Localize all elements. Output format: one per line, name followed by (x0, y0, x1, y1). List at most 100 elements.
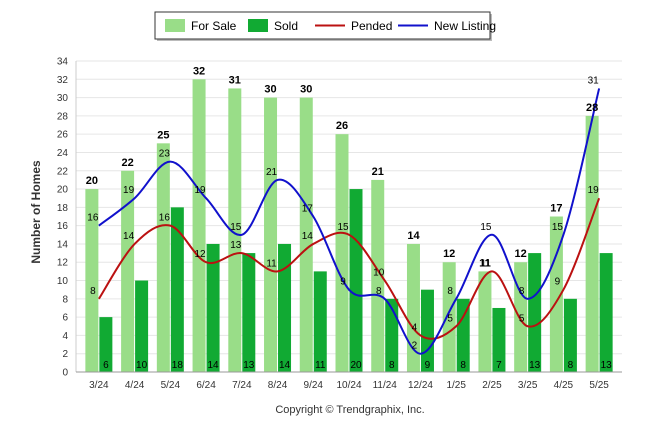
for-sale-data-label: 21 (372, 166, 384, 178)
sold-data-label: 13 (529, 360, 541, 371)
new-listing-line (98, 88, 601, 355)
x-tick-label: 4/25 (554, 380, 574, 391)
x-tick-label: 4/24 (125, 380, 145, 391)
for-sale-data-label: 32 (193, 65, 205, 77)
for-sale-data-label: 28 (586, 102, 598, 114)
sold-data-label: 13 (601, 360, 613, 371)
pended-data-label: 11 (266, 258, 277, 269)
legend-label-sold: Sold (274, 19, 298, 33)
sold-bar-12-24 (420, 289, 434, 372)
pended-data-label: 5 (447, 313, 453, 324)
for-sale-bar-12-24 (406, 243, 420, 372)
new-listing-data-label: 19 (123, 185, 135, 196)
sold-data-label: 8 (389, 360, 395, 371)
pended-data-label: 13 (230, 240, 242, 251)
y-tick-label: 12 (57, 258, 69, 269)
for-sale-bar-10-24 (335, 134, 349, 372)
y-tick-label: 8 (62, 294, 68, 305)
legend-swatch-for-sale (165, 19, 185, 32)
sold-data-label: 13 (243, 360, 255, 371)
sold-bar-11-24 (385, 298, 399, 372)
sold-data-label: 8 (568, 360, 574, 371)
for-sale-data-label: 30 (300, 84, 312, 96)
sold-data-label: 10 (136, 360, 148, 371)
sold-data-label: 14 (208, 360, 220, 371)
x-tick-label: 10/24 (336, 380, 361, 391)
x-tick-label: 5/24 (161, 380, 181, 391)
sold-bar-10-24 (349, 189, 363, 372)
x-tick-label: 12/24 (408, 380, 433, 391)
new-listing-data-label: 16 (87, 213, 99, 224)
pended-data-label: 19 (588, 185, 600, 196)
sold-bar-5-24 (170, 207, 184, 372)
for-sale-data-label: 11 (479, 257, 491, 269)
for-sale-data-label: 12 (443, 248, 455, 260)
y-tick-label: 22 (57, 166, 69, 177)
for-sale-data-label: 12 (515, 248, 527, 260)
pended-data-label: 8 (90, 286, 96, 297)
for-sale-bar-5-24 (156, 143, 170, 372)
x-tick-label: 5/25 (589, 380, 609, 391)
y-axis-title: Number of Homes (29, 160, 43, 264)
pended-data-label: 15 (337, 222, 349, 233)
sold-bar-1-25 (456, 298, 470, 372)
bars-layer (85, 79, 613, 373)
sold-data-label: 14 (279, 360, 291, 371)
new-listing-data-label: 9 (340, 277, 346, 288)
for-sale-bar-3-25 (514, 262, 528, 372)
pended-data-label: 16 (159, 213, 171, 224)
y-tick-label: 34 (57, 57, 69, 68)
new-listing-data-label: 31 (588, 75, 600, 86)
x-tick-label: 3/24 (89, 380, 109, 391)
x-tick-label: 11/24 (373, 380, 398, 391)
new-listing-data-label: 15 (552, 222, 564, 233)
y-tick-label: 2 (62, 349, 68, 360)
for-sale-data-label: 17 (550, 203, 562, 215)
sold-bar-2-25 (492, 307, 506, 372)
legend-label-pended: Pended (351, 19, 392, 33)
y-tick-label: 24 (57, 148, 69, 159)
y-tick-label: 26 (57, 130, 69, 141)
y-tick-label: 6 (62, 313, 68, 324)
x-tick-label: 7/24 (232, 380, 252, 391)
sold-bar-9-24 (313, 271, 327, 372)
x-tick-label: 1/25 (446, 380, 466, 391)
sold-bar-8-24 (278, 243, 292, 372)
pended-data-label: 9 (555, 277, 561, 288)
x-tick-label: 2/25 (482, 380, 502, 391)
pended-data-label: 5 (519, 313, 525, 324)
for-sale-bar-1-25 (442, 262, 456, 372)
pended-data-label: 12 (195, 249, 207, 260)
y-tick-label: 18 (57, 203, 69, 214)
y-tick-label: 28 (57, 111, 69, 122)
new-listing-data-label: 21 (266, 167, 278, 178)
sold-bar-5-25 (599, 253, 613, 372)
lines-layer (98, 88, 601, 355)
for-sale-bar-3-24 (85, 189, 99, 372)
for-sale-data-label: 14 (407, 230, 420, 242)
sold-data-label: 8 (460, 360, 466, 371)
legend-swatch-sold (248, 19, 268, 32)
new-listing-data-label: 15 (480, 222, 492, 233)
pended-data-label: 14 (123, 231, 135, 242)
sold-bar-7-24 (242, 253, 256, 372)
for-sale-bar-6-24 (192, 79, 206, 372)
sold-bar-4-25 (563, 298, 577, 372)
pended-data-label: 4 (412, 322, 418, 333)
y-tick-label: 10 (57, 276, 69, 287)
for-sale-data-label: 22 (121, 157, 133, 169)
sold-bar-4-24 (135, 280, 149, 372)
y-tick-label: 0 (62, 368, 68, 379)
for-sale-data-label: 25 (157, 129, 169, 141)
for-sale-bar-5-25 (585, 115, 599, 372)
x-tick-label: 9/24 (304, 380, 324, 391)
for-sale-bar-2-25 (478, 271, 492, 372)
legend-label-new-listing: New Listing (434, 19, 496, 33)
sold-data-label: 7 (496, 360, 502, 371)
sold-bar-6-24 (206, 243, 220, 372)
y-tick-label: 4 (62, 331, 68, 342)
x-tick-label: 3/25 (518, 380, 538, 391)
new-listing-data-label: 8 (376, 286, 382, 297)
